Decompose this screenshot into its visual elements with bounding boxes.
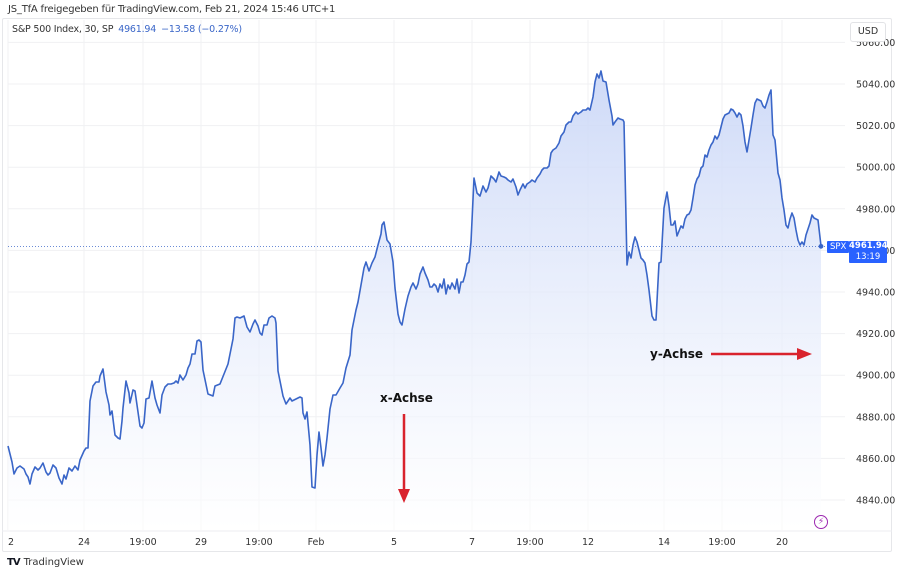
x-tick-label: 7 <box>469 537 475 548</box>
x-tick-label: 24 <box>78 537 90 548</box>
y-tick-label: 4860.00 <box>856 454 895 465</box>
x-tick-label: 2 <box>8 537 14 548</box>
shared-by-line: JS_TfA freigegeben für TradingView.com, … <box>8 4 336 15</box>
right-arrow-icon <box>711 348 812 360</box>
x-tick-label: 20 <box>776 537 788 548</box>
y-tick-label: 5020.00 <box>856 121 895 132</box>
y-axis[interactable]: 5040.005020.005000.004980.004960.004940.… <box>856 38 895 507</box>
last-value: 4961.94 <box>118 24 157 35</box>
bar-countdown: 13:19 <box>855 252 881 262</box>
x-tick-label: 19:00 <box>516 537 543 548</box>
x-tick-label: 19:00 <box>708 537 735 548</box>
x-tick-label: 19:00 <box>245 537 272 548</box>
down-arrow-icon <box>398 414 410 503</box>
y-tick-label: 4940.00 <box>856 288 895 299</box>
last-price-badge: 4961.94 13:19 <box>849 241 888 263</box>
x-tick-label: 5 <box>391 537 397 548</box>
symbol-price-badge: SPX <box>827 241 850 253</box>
x-tick-label: 29 <box>195 537 207 548</box>
x-tick-label: 12 <box>582 537 594 548</box>
x-axis[interactable]: 2 24 19:00 29 19:00 Feb 5 7 19:00 12 14 19:00 20 <box>2 530 892 548</box>
x-axis-annotation: x-Achse <box>380 391 433 405</box>
tradingview-logo[interactable]: TV TradingView <box>7 557 84 568</box>
price-change: −13.58 (−0.27%) <box>161 24 242 35</box>
x-tick-label: Feb <box>308 537 325 548</box>
y-tick-label: 4840.00 <box>856 496 895 507</box>
y-tick-label: 4900.00 <box>856 371 895 382</box>
last-price-value: 4961.94 <box>849 241 888 251</box>
price-area-fill <box>8 71 821 530</box>
tradingview-mark-icon: TV <box>7 557 21 568</box>
y-tick-label: 5060.00 <box>856 38 895 49</box>
symbol-label[interactable]: S&P 500 Index, 30, SP <box>12 24 114 35</box>
y-tick-label: 4880.00 <box>856 412 895 423</box>
price-line <box>7 70 822 489</box>
y-axis-annotation: y-Achse <box>650 347 703 361</box>
chart-legend: S&P 500 Index, 30, SP 4961.94 −13.58 (−0.2… <box>12 24 242 35</box>
x-tick-label: 19:00 <box>129 537 156 548</box>
tradingview-brand: TradingView <box>23 557 84 568</box>
currency-button[interactable]: USD <box>850 22 886 42</box>
lightning-icon[interactable]: ⚡ <box>814 515 828 529</box>
y-tick-label: 5040.00 <box>856 80 895 91</box>
x-tick-label: 14 <box>658 537 670 548</box>
y-tick-label: 4980.00 <box>856 204 895 215</box>
y-tick-label: 5000.00 <box>856 163 895 174</box>
y-tick-label: 4920.00 <box>856 329 895 340</box>
last-price-dot <box>818 243 824 249</box>
